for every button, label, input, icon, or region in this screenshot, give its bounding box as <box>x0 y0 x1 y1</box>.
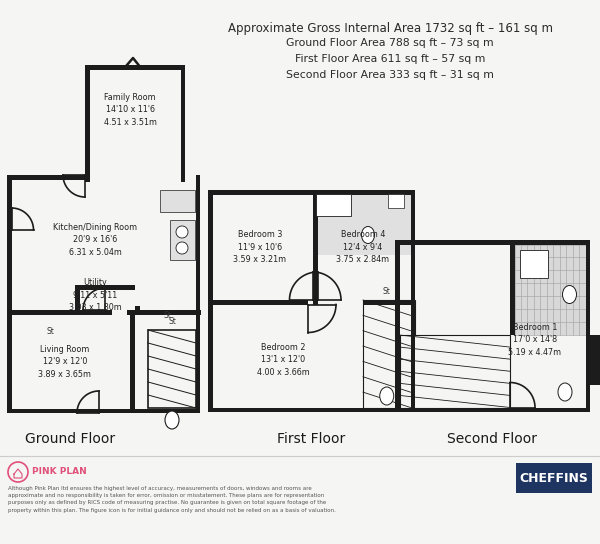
Text: St: St <box>383 287 391 296</box>
Bar <box>181 65 185 182</box>
Bar <box>148 330 196 408</box>
Bar <box>208 300 308 305</box>
Bar <box>208 407 415 412</box>
Bar <box>316 194 351 216</box>
Bar <box>388 194 404 208</box>
Bar <box>395 240 400 412</box>
Circle shape <box>176 242 188 254</box>
Bar <box>170 220 195 260</box>
Bar <box>119 409 196 413</box>
Bar <box>520 250 548 277</box>
Text: Second Floor Area 333 sq ft – 31 sq m: Second Floor Area 333 sq ft – 31 sq m <box>286 70 494 80</box>
Circle shape <box>176 226 188 238</box>
Bar <box>75 285 79 314</box>
Bar <box>410 190 415 412</box>
Text: St: St <box>46 327 54 337</box>
Text: Bedroom 4
12'4 x 9'4
3.75 x 2.84m: Bedroom 4 12'4 x 9'4 3.75 x 2.84m <box>337 230 389 264</box>
Bar <box>208 190 415 195</box>
Bar <box>85 65 185 70</box>
Text: Bedroom 1
17'0 x 14'8
5.19 x 4.47m: Bedroom 1 17'0 x 14'8 5.19 x 4.47m <box>508 323 562 357</box>
Ellipse shape <box>165 411 179 429</box>
Bar <box>363 300 415 407</box>
Text: Ground Floor: Ground Floor <box>25 432 115 446</box>
Text: Although Pink Plan ltd ensures the highest level of accuracy, measurements of do: Although Pink Plan ltd ensures the highe… <box>8 486 336 512</box>
Bar <box>130 310 134 409</box>
Bar <box>598 335 600 380</box>
Text: Bedroom 2
13'1 x 12'0
4.00 x 3.66m: Bedroom 2 13'1 x 12'0 4.00 x 3.66m <box>257 343 310 378</box>
Bar <box>586 335 600 380</box>
Ellipse shape <box>558 383 572 401</box>
Bar <box>135 306 139 310</box>
Bar <box>7 409 99 413</box>
Text: Kitchen/Dining Room
20'9 x 16'6
6.31 x 5.04m: Kitchen/Dining Room 20'9 x 16'6 6.31 x 5… <box>53 222 137 257</box>
Bar <box>75 285 134 289</box>
Bar <box>510 240 515 335</box>
Bar <box>7 310 112 314</box>
Text: Bedroom 3
11'9 x 10'6
3.59 x 3.21m: Bedroom 3 11'9 x 10'6 3.59 x 3.21m <box>233 230 287 264</box>
Text: First Floor: First Floor <box>277 432 345 446</box>
Text: Family Room
14'10 x 11'6
4.51 x 3.51m: Family Room 14'10 x 11'6 4.51 x 3.51m <box>104 92 157 127</box>
Bar <box>181 175 185 180</box>
Bar <box>516 463 592 493</box>
Text: PINK PLAN: PINK PLAN <box>32 467 87 475</box>
Text: Ground Floor Area 788 sq ft – 73 sq m: Ground Floor Area 788 sq ft – 73 sq m <box>286 38 494 48</box>
Text: Living Room
12'9 x 12'0
3.89 x 3.65m: Living Room 12'9 x 12'0 3.89 x 3.65m <box>38 345 91 379</box>
Ellipse shape <box>563 286 577 304</box>
Bar <box>313 190 317 305</box>
Bar <box>313 190 410 255</box>
Text: CHEFFINS: CHEFFINS <box>520 472 589 485</box>
Text: Second Floor: Second Floor <box>447 432 537 446</box>
Text: St: St <box>163 311 171 319</box>
Text: First Floor Area 611 sq ft – 57 sq m: First Floor Area 611 sq ft – 57 sq m <box>295 54 485 64</box>
Bar <box>586 240 590 412</box>
Bar <box>400 335 510 407</box>
Bar <box>85 65 89 182</box>
Bar <box>515 244 586 335</box>
Ellipse shape <box>361 226 374 244</box>
Bar <box>196 175 200 413</box>
Bar <box>208 190 212 412</box>
Bar <box>586 380 600 385</box>
Text: Approximate Gross Internal Area 1732 sq ft – 161 sq m: Approximate Gross Internal Area 1732 sq … <box>227 22 553 35</box>
Bar <box>363 300 410 305</box>
Bar <box>7 175 85 180</box>
Bar <box>160 190 195 212</box>
Bar <box>7 175 11 413</box>
Ellipse shape <box>380 387 394 405</box>
Bar <box>395 240 590 244</box>
Bar <box>7 409 200 413</box>
Bar <box>395 407 590 412</box>
Text: Utility
9'11 x 5'11
3.03 x 1.80m: Utility 9'11 x 5'11 3.03 x 1.80m <box>68 277 121 312</box>
Bar <box>127 310 200 314</box>
Text: St: St <box>168 318 176 326</box>
